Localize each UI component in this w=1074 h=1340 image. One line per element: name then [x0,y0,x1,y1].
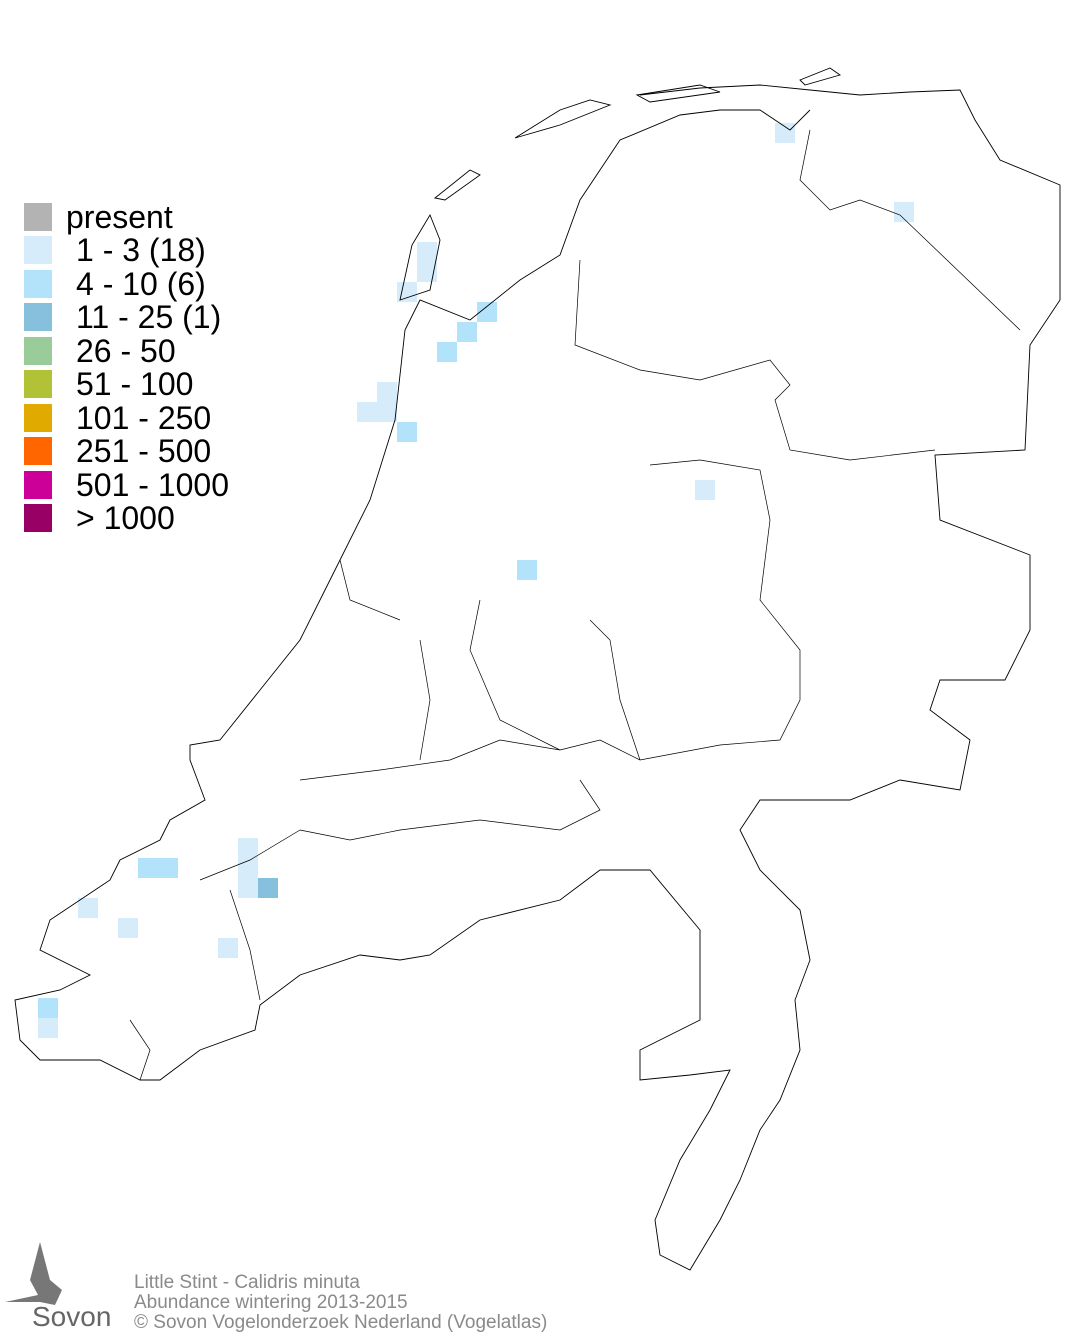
grid-cell [437,342,457,362]
grid-cell [118,918,138,938]
grid-cell [377,382,397,402]
legend-swatch [24,303,52,332]
legend-item-4-10: 4 - 10 (6) [24,267,229,301]
grid-cell [238,838,258,858]
grid-cell [517,560,537,580]
grid-cell [238,878,258,898]
grid-cell [894,202,914,222]
legend-item-over-1000: > 1000 [24,502,229,536]
legend-swatch [24,403,52,432]
legend-item-present: present [24,200,229,234]
legend-label: 51 - 100 [76,366,194,403]
legend-item-501-1000: 501 - 1000 [24,468,229,502]
legend-label: 26 - 50 [76,332,176,369]
island-schiermonnikoog [799,67,842,86]
legend-swatch [24,437,52,466]
grid-cell [377,402,397,422]
legend: present 1 - 3 (18) 4 - 10 (6) 11 - 25 (1… [24,200,229,535]
legend-item-251-500: 251 - 500 [24,435,229,469]
grid-cell [417,262,437,282]
legend-swatch [24,202,52,231]
grid-cell [417,242,437,262]
legend-swatch [24,269,52,298]
legend-label: 501 - 1000 [76,466,230,503]
legend-item-101-250: 101 - 250 [24,401,229,435]
country-outline [14,84,1061,1271]
legend-label: 101 - 250 [76,399,212,436]
island-vlieland [433,169,481,201]
grid-cells [38,123,914,1038]
grid-cell [78,898,98,918]
grid-cell [218,938,238,958]
sovon-logo: Sovon [5,1242,111,1332]
legend-swatch [24,370,52,399]
swallow-icon [5,1242,62,1305]
grid-cell [357,402,377,422]
legend-label: 1 - 3 (18) [76,232,206,269]
grid-cell [397,282,417,302]
grid-cell [775,123,795,143]
logo-text: Sovon [32,1301,111,1332]
legend-label: present [66,198,173,235]
island-texel [399,213,441,301]
legend-item-11-25: 11 - 25 (1) [24,301,229,335]
legend-item-1-3: 1 - 3 (18) [24,234,229,268]
legend-swatch [24,504,52,533]
legend-swatch [24,336,52,365]
grid-cell [397,422,417,442]
legend-item-26-50: 26 - 50 [24,334,229,368]
legend-item-51-100: 51 - 100 [24,368,229,402]
map-caption: Little Stint - Calidris minuta Abundance… [134,1273,547,1333]
grid-cell [138,858,158,878]
grid-cell [158,858,178,878]
grid-cell [457,322,477,342]
province-borders [129,129,1021,1081]
legend-label: 11 - 25 (1) [76,299,222,336]
island-ameland [635,84,721,103]
island-terschelling [514,99,612,139]
map-subtitle: Abundance wintering 2013-2015 [134,1292,408,1313]
copyright: © Sovon Vogelonderzoek Nederland (Vogela… [134,1312,548,1333]
legend-swatch [24,236,52,265]
legend-swatch [24,470,52,499]
grid-cell [695,480,715,500]
grid-cell [258,878,278,898]
grid-cell [38,1018,58,1038]
grid-cell [477,302,497,322]
species-name: Little Stint - Calidris minuta [134,1272,360,1293]
legend-label: 251 - 500 [76,433,212,470]
legend-label: 4 - 10 (6) [76,265,206,302]
legend-label: > 1000 [76,500,175,537]
grid-cell [38,998,58,1018]
